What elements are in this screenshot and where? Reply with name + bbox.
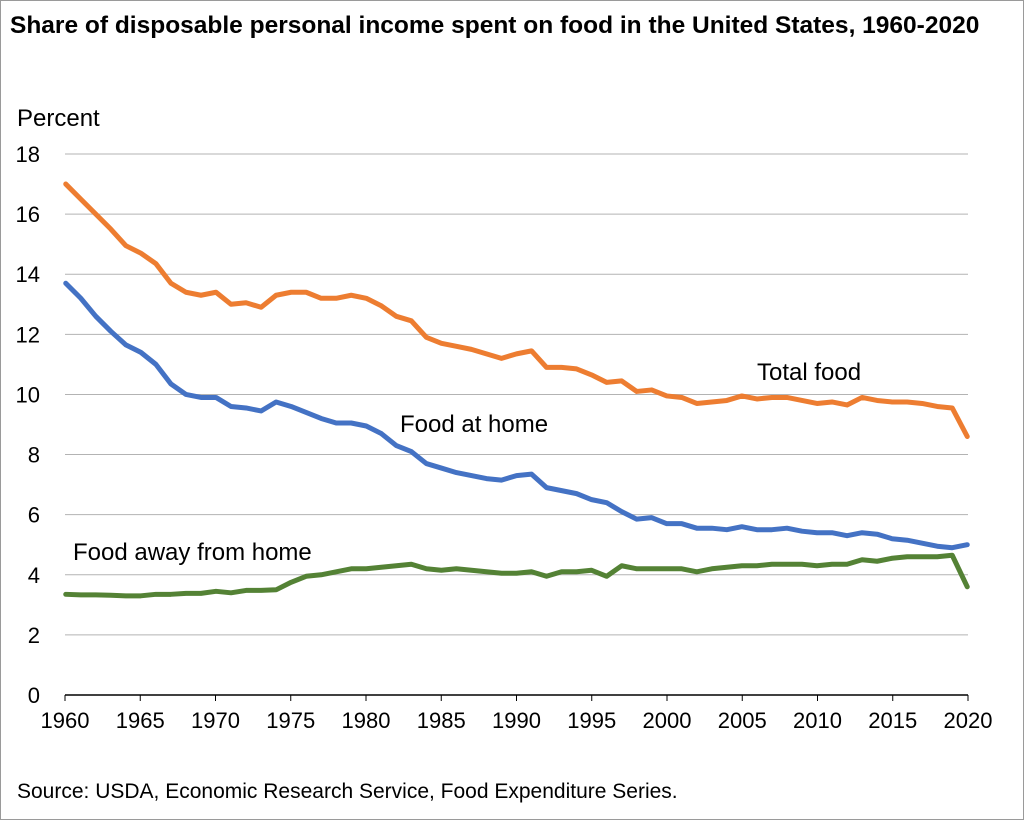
- x-tick-label: 1980: [342, 708, 391, 733]
- series-label-food-away-from-home: Food away from home: [73, 539, 312, 566]
- chart-title: Share of disposable personal income spen…: [10, 12, 980, 39]
- x-tick-label: 1965: [116, 708, 165, 733]
- series-label-total-food: Total food: [757, 359, 861, 386]
- series-line-food-at-home: [63, 280, 970, 551]
- y-tick-label: 10: [16, 382, 40, 407]
- series-line-food-away-from-home: [63, 552, 970, 599]
- series-line-total-food: [63, 181, 970, 440]
- y-tick-label: 18: [16, 142, 40, 167]
- y-axis-label: Percent: [17, 105, 100, 132]
- x-tick-label: 1990: [492, 708, 541, 733]
- x-tick-label: 2010: [793, 708, 842, 733]
- series-label-food-at-home: Food at home: [400, 411, 548, 438]
- x-tick-label: 2015: [868, 708, 917, 733]
- x-tick-label: 1975: [266, 708, 315, 733]
- x-tick-label: 2000: [643, 708, 692, 733]
- y-tick-label: 6: [28, 503, 40, 528]
- y-tick-label: 4: [28, 563, 40, 588]
- x-tick-label: 1960: [41, 708, 90, 733]
- source-note: Source: USDA, Economic Research Service,…: [17, 780, 678, 803]
- y-tick-label: 8: [28, 443, 40, 468]
- y-tick-label: 12: [16, 322, 40, 347]
- y-tick-label: 16: [16, 202, 40, 227]
- x-tick-label: 1995: [567, 708, 616, 733]
- x-tick-label: 2020: [944, 708, 993, 733]
- y-tick-label: 0: [28, 683, 40, 708]
- y-tick-label: 14: [16, 262, 40, 287]
- y-tick-label: 2: [28, 623, 40, 648]
- x-tick-label: 2005: [718, 708, 767, 733]
- x-tick-label: 1970: [191, 708, 240, 733]
- x-tick-label: 1985: [417, 708, 466, 733]
